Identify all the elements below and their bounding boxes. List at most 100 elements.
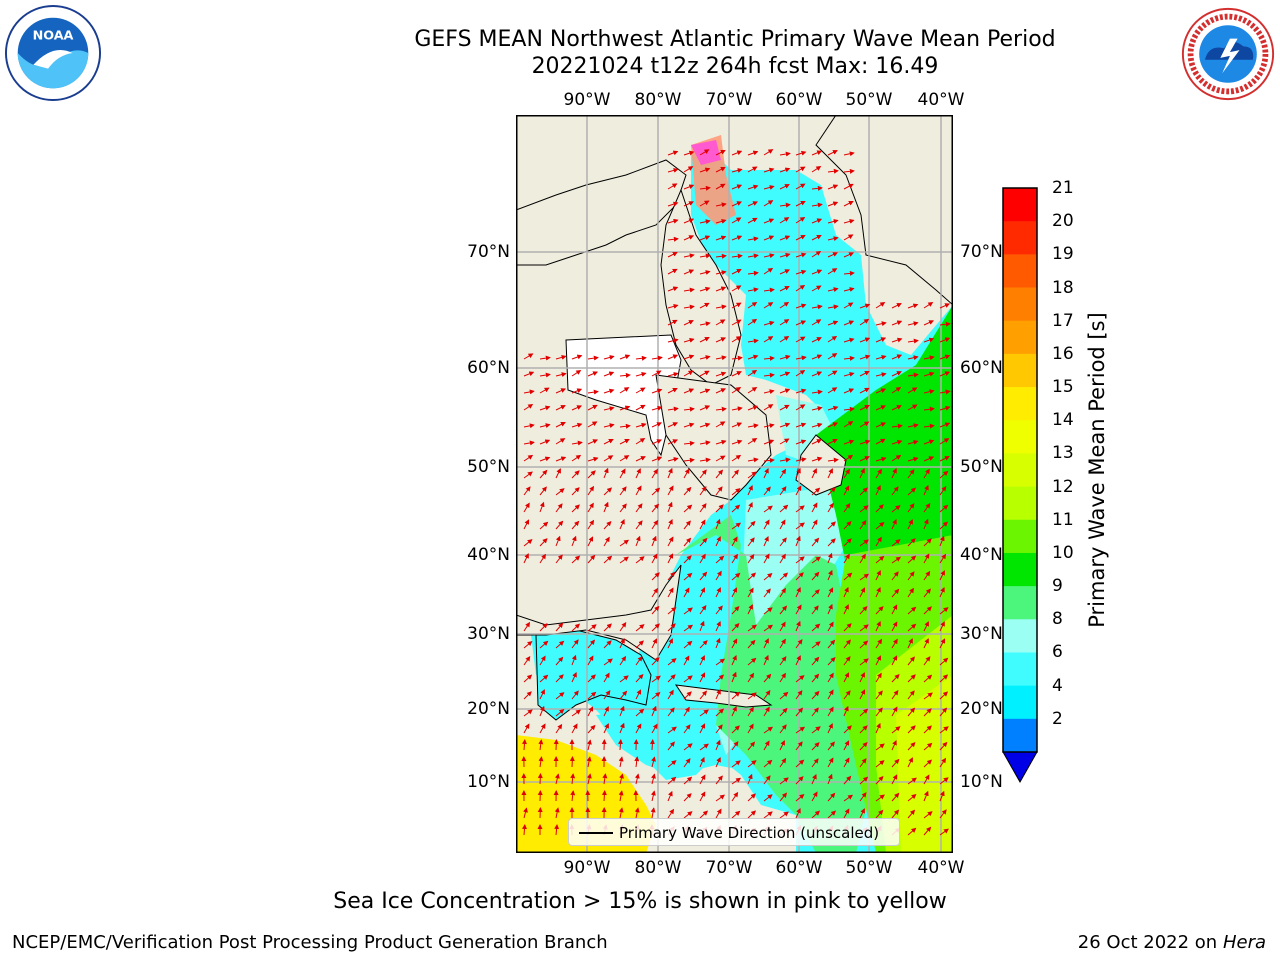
wave-arrow bbox=[587, 389, 599, 395]
wave-arrow bbox=[827, 184, 839, 190]
wave-arrow bbox=[699, 743, 709, 751]
wave-arrow bbox=[843, 623, 852, 632]
wave-arrow bbox=[843, 320, 855, 326]
colorbar-tick-label: 16 bbox=[1052, 343, 1074, 364]
wave-arrow bbox=[571, 440, 583, 446]
colorbar-tick-label: 4 bbox=[1052, 675, 1063, 696]
wave-arrow bbox=[683, 555, 692, 564]
wave-arrow bbox=[923, 406, 935, 412]
wave-arrow bbox=[763, 467, 769, 479]
wave-arrow bbox=[827, 370, 838, 377]
wave-arrow bbox=[827, 621, 834, 632]
wave-arrow bbox=[747, 520, 756, 530]
wave-arrow bbox=[523, 539, 533, 547]
wave-arrow bbox=[635, 371, 647, 377]
wave-arrow bbox=[683, 607, 693, 615]
wave-arrow bbox=[811, 234, 822, 241]
map-legend: Primary Wave Direction (unscaled) bbox=[568, 818, 900, 846]
wave-arrow bbox=[795, 388, 807, 394]
wave-arrow bbox=[907, 757, 913, 768]
ocean-band-9-10 bbox=[676, 515, 876, 853]
wave-arrow bbox=[586, 773, 592, 785]
wave-arrow bbox=[555, 692, 565, 700]
wave-arrow bbox=[795, 355, 807, 361]
wave-arrow bbox=[795, 183, 806, 190]
wave-arrow bbox=[699, 810, 709, 819]
wave-arrow bbox=[635, 387, 646, 394]
wave-arrow bbox=[891, 423, 903, 429]
wave-arrow bbox=[699, 337, 710, 343]
wave-arrow bbox=[555, 456, 567, 462]
wave-arrow bbox=[667, 776, 677, 785]
wave-arrow bbox=[939, 809, 947, 819]
wave-arrow bbox=[523, 471, 533, 479]
wave-arrow bbox=[843, 740, 850, 751]
wave-arrow bbox=[779, 691, 789, 700]
wave-arrow bbox=[875, 337, 887, 343]
lat-label-right: 60°N bbox=[960, 358, 1003, 378]
wave-arrow bbox=[683, 150, 695, 156]
wave-arrow bbox=[843, 604, 849, 615]
wave-arrow bbox=[763, 457, 775, 463]
wave-arrow bbox=[635, 673, 644, 683]
wave-arrow bbox=[731, 777, 742, 785]
wave-arrow bbox=[667, 587, 674, 598]
wave-arrow bbox=[731, 319, 742, 326]
wave-arrow bbox=[843, 672, 849, 683]
wave-arrow bbox=[827, 252, 839, 258]
wave-arrow bbox=[811, 810, 821, 819]
wave-arrow bbox=[859, 505, 869, 513]
wave-arrow bbox=[859, 354, 871, 360]
wave-arrow bbox=[651, 773, 656, 785]
wave-arrow bbox=[795, 150, 807, 156]
wave-arrow bbox=[731, 553, 738, 564]
wave-arrow bbox=[843, 168, 855, 174]
wave-arrow bbox=[747, 201, 759, 207]
wave-arrow bbox=[731, 536, 738, 547]
wave-arrow bbox=[843, 794, 854, 802]
wave-arrow bbox=[923, 759, 933, 768]
wave-arrow bbox=[923, 389, 935, 395]
wave-arrow bbox=[939, 790, 945, 802]
wave-arrow bbox=[571, 487, 580, 496]
wave-arrow bbox=[619, 455, 630, 462]
wave-arrow bbox=[539, 405, 551, 411]
wave-arrow bbox=[731, 469, 739, 479]
wave-arrow bbox=[907, 793, 917, 802]
wave-arrow bbox=[634, 756, 640, 768]
wave-arrow bbox=[747, 639, 756, 649]
wave-arrow bbox=[715, 708, 725, 717]
wave-arrow bbox=[795, 336, 806, 343]
wave-arrow bbox=[843, 572, 853, 581]
wave-arrow bbox=[779, 235, 791, 241]
wave-arrow bbox=[763, 287, 775, 293]
wave-arrow bbox=[538, 739, 544, 751]
wave-arrow bbox=[747, 369, 758, 377]
wave-arrow bbox=[891, 539, 901, 547]
wave-arrow bbox=[635, 723, 642, 734]
wave-arrow bbox=[907, 538, 916, 547]
wave-arrow bbox=[715, 319, 726, 326]
wave-arrow bbox=[667, 485, 674, 496]
wave-arrow bbox=[891, 467, 897, 479]
wave-arrow bbox=[715, 739, 721, 751]
wave-arrow bbox=[827, 773, 833, 785]
wave-arrow bbox=[715, 587, 721, 598]
wave-arrow bbox=[923, 538, 932, 547]
wave-arrow bbox=[763, 253, 775, 259]
wave-arrow bbox=[651, 370, 662, 377]
wave-arrow bbox=[779, 486, 787, 496]
wave-arrow bbox=[539, 501, 545, 513]
wave-arrow bbox=[779, 184, 790, 190]
wave-arrow bbox=[603, 438, 614, 445]
wave-arrow bbox=[939, 405, 951, 411]
wave-arrow bbox=[603, 501, 609, 513]
wave-arrow bbox=[795, 655, 801, 666]
wave-arrow bbox=[555, 468, 561, 479]
wave-arrow bbox=[667, 387, 678, 394]
wave-arrow bbox=[683, 758, 691, 768]
wave-arrow bbox=[827, 569, 833, 581]
wave-arrow bbox=[923, 456, 935, 462]
wave-arrow bbox=[859, 553, 866, 564]
wave-arrow bbox=[731, 336, 742, 343]
